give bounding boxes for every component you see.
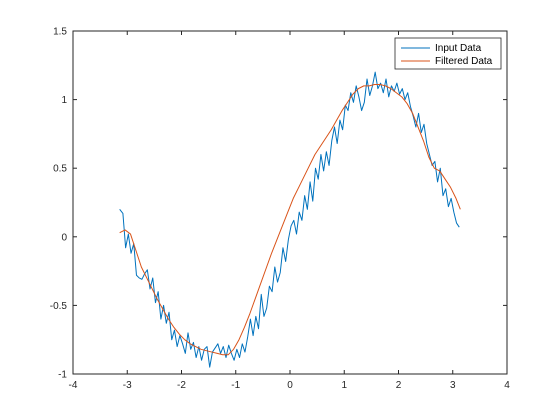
- y-tick-label: 0.5: [53, 164, 67, 175]
- legend: Input Data Filtered Data: [394, 37, 502, 70]
- y-tick-label: -0.5: [50, 301, 68, 312]
- axes-box: [72, 30, 508, 375]
- x-tick-label: 4: [504, 380, 510, 391]
- x-tick-label: 3: [450, 380, 456, 391]
- y-tick-label: 1: [61, 95, 67, 106]
- x-tick-label: -4: [69, 380, 78, 391]
- plot-area: [119, 71, 461, 368]
- y-tick-label: 1.5: [53, 27, 67, 38]
- axis-ticks: -4 -3 -2 -1 0 1 2 3 4 -1 -0.5 0 0.5 1 1.5: [50, 27, 510, 392]
- filtered-data-line: [119, 84, 461, 356]
- x-tick-label: -1: [231, 380, 240, 391]
- legend-label-filtered-data: Filtered Data: [435, 56, 493, 67]
- legend-label-input-data: Input Data: [435, 43, 482, 54]
- legend-box: [394, 37, 502, 70]
- y-tick-label: 0: [61, 232, 67, 243]
- x-tick-label: 2: [396, 380, 402, 391]
- input-data-line: [119, 71, 460, 368]
- x-tick-label: 0: [287, 380, 293, 391]
- y-tick-label: -1: [58, 370, 67, 381]
- x-tick-label: 1: [341, 380, 347, 391]
- x-tick-label: -3: [123, 380, 132, 391]
- x-tick-label: -2: [177, 380, 186, 391]
